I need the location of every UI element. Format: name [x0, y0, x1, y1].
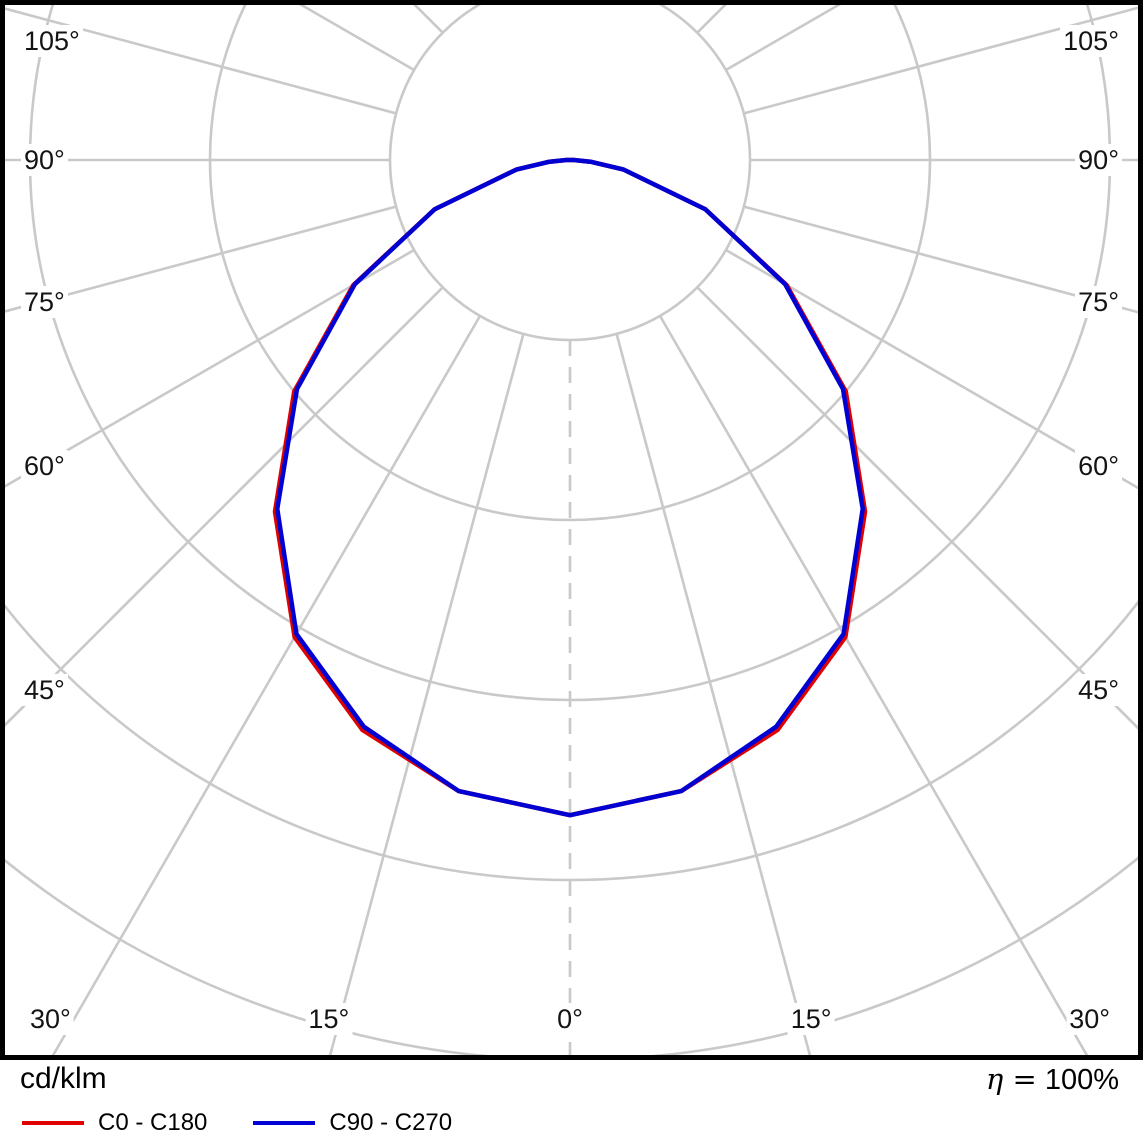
polar-grid-ray [725, 248, 1138, 490]
gamma-label-right-60: 60° [1075, 449, 1122, 482]
polar-grid-ray [5, 7, 397, 115]
polar-grid-ray [743, 6, 1138, 115]
legend-item-c90-c270: C90 - C270 [253, 1109, 452, 1137]
gamma-label-right-90: 90° [1075, 144, 1122, 176]
gamma-label-bottom-30: 30° [1066, 1003, 1114, 1035]
polar-grid-ray [5, 286, 444, 727]
polar-grid-ray [5, 248, 415, 488]
polar-grid-ray [696, 286, 1138, 730]
gamma-label-left-75: 75° [21, 286, 68, 318]
polar-grid-ring [208, 5, 932, 522]
gamma-label-left-105: 105° [21, 25, 83, 57]
polar-grid-ray [51, 315, 482, 1055]
polar-grid-ring [5, 600, 1138, 882]
gamma-label-left-60: 60° [21, 449, 68, 482]
polar-diagram-canvas [5, 5, 1138, 1055]
polar-diagram: 105° 90° 75° 60° 45° 105° 90° 75° 60° 45° 30° 15° 0°… [0, 0, 1143, 1060]
legend-item-c0-c180: C0 - C180 [22, 1109, 207, 1137]
legend-swatch [253, 1121, 316, 1125]
efficiency-value: 100% [1044, 1064, 1119, 1096]
curve-c90-c270 [275, 157, 865, 818]
gamma-label-left-45: 45° [21, 674, 68, 706]
legend-label: C90 - C270 [329, 1109, 453, 1136]
legend-label: C0 - C180 [98, 1109, 208, 1136]
gamma-label-bottom-15: 15° [305, 1003, 353, 1035]
polar-grid-ray [743, 205, 1138, 314]
polar-grid-ring [388, 5, 752, 342]
polar-grid-ray [328, 333, 525, 1055]
legend: C0 - C180 C90 - C270 [22, 1109, 498, 1137]
gamma-label-bottom-15: 15° [787, 1003, 835, 1035]
gamma-label-bottom-0: 0° [554, 1003, 586, 1035]
gamma-label-left-90: 90° [21, 144, 68, 176]
unit-label: cd/klm [20, 1062, 107, 1095]
gamma-label-right-75: 75° [1075, 286, 1122, 318]
gamma-label-right-45: 45° [1075, 674, 1122, 706]
polar-grid-ray [658, 315, 1089, 1055]
diagram-footer: cd/klm η = 100% C0 - C180 C90 - C270 [0, 1060, 1143, 1143]
efficiency-readout: η = 100% [986, 1062, 1119, 1097]
legend-swatch [22, 1121, 84, 1125]
gamma-label-right-105: 105° [1060, 25, 1122, 57]
polar-grid-ray [615, 333, 812, 1055]
gamma-label-bottom-30: 30° [26, 1003, 74, 1035]
eta-symbol: η = [985, 1062, 1037, 1096]
polar-grid-ray [5, 205, 397, 313]
